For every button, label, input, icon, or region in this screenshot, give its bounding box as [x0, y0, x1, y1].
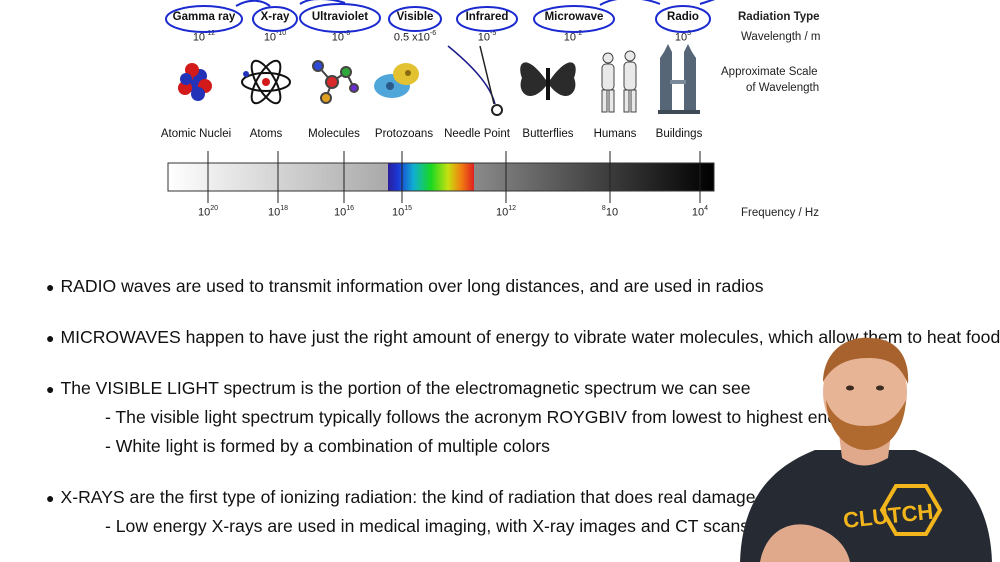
bullet-xray: ● X-RAYS are the first type of ionizing r…	[46, 487, 801, 507]
wavelength-gamma: 10-12	[192, 30, 216, 44]
scale-label-atomic-nuclei: Atomic Nuclei	[160, 128, 232, 140]
molecule-icon	[312, 60, 359, 104]
legend-scale-line2: of Wavelength	[746, 82, 820, 94]
bullet-radio: ● RADIO waves are used to transmit inform…	[46, 276, 764, 296]
wavelength-visible: 0.5 x10-6	[393, 30, 437, 44]
buildings-icon	[658, 44, 700, 114]
wavelength-microwave: 10-2	[563, 30, 583, 44]
wavelength-infrared: 10-5	[477, 30, 497, 44]
bullet-visible-sub1: - The visible light spectrum typically f…	[105, 407, 862, 427]
annotation-stroke-1	[235, 0, 271, 7]
butterfly-icon	[520, 62, 576, 100]
legend-radiation-type: Radiation Type	[738, 11, 820, 23]
spectrum-visible	[388, 163, 474, 191]
frequency-1e18: 1018	[267, 205, 289, 219]
annotation-circle-radio	[655, 5, 711, 33]
presenter: CLUTCH	[740, 337, 992, 562]
bullet-visible-sub2: - White light is formed by a combination…	[105, 436, 550, 456]
spectrum-border	[167, 162, 715, 192]
radiation-type-gamma: Gamma ray	[172, 11, 236, 23]
legend-scale-line1: Approximate Scale	[721, 66, 818, 78]
annotation-circle-xray	[252, 6, 298, 32]
bullet-xray-sub1: - Low energy X-rays are used in medical …	[105, 516, 750, 536]
scale-label-molecules: Molecules	[308, 128, 360, 140]
frequency-1e12: 1012	[495, 205, 517, 219]
radiation-type-ultraviolet: Ultraviolet	[311, 11, 369, 23]
annotation-stroke-2	[299, 0, 346, 5]
spectrum-bar	[167, 151, 715, 203]
bullet-marker: ●	[46, 381, 55, 397]
annotation-circle-gamma	[165, 5, 243, 33]
radiation-type-xray: X-ray	[260, 11, 290, 23]
frequency-1e8: 810	[601, 205, 619, 219]
wavelength-xray: 10-10	[263, 30, 287, 44]
bullet-marker: ●	[46, 490, 55, 506]
radiation-type-microwave: Microwave	[544, 11, 604, 23]
scale-label-buildings: Buildings	[655, 128, 703, 140]
annotation-circle-visible	[388, 6, 442, 32]
scale-icons	[178, 44, 700, 116]
wavelength-ultraviolet: 10-8	[331, 30, 351, 44]
scale-label-protozoans: Protozoans	[374, 128, 434, 140]
annotation-stroke-4	[699, 0, 716, 5]
bullet-marker: ●	[46, 330, 55, 346]
protozoan-icon	[374, 63, 419, 98]
frequency-1e16: 1016	[333, 205, 355, 219]
humans-icon	[601, 50, 637, 113]
legend-wavelength: Wavelength / m	[741, 31, 821, 43]
annotation-circles	[165, 0, 716, 33]
scale-label-humans: Humans	[593, 128, 637, 140]
radiation-type-infrared: Infrared	[465, 11, 509, 23]
presenter-head	[823, 340, 907, 444]
radiation-type-visible: Visible	[396, 11, 434, 23]
scale-label-butterflies: Butterflies	[522, 128, 574, 140]
presenter-left-eye	[846, 385, 854, 391]
atom-icon	[241, 59, 291, 105]
bullet-microwave: ● MICROWAVES happen to have just the righ…	[46, 327, 1000, 347]
annotation-circle-microwave	[533, 5, 615, 33]
clutch-logo-hexagon-icon	[879, 484, 943, 536]
scale-label-needle-point: Needle Point	[444, 128, 510, 140]
frequency-1e4: 104	[691, 205, 709, 219]
wavelength-radio: 103	[674, 30, 692, 44]
frequency-1e20: 1020	[197, 205, 219, 219]
frequency-1e15: 1015	[391, 205, 413, 219]
legend-frequency: Frequency / Hz	[741, 207, 819, 219]
presenter-beard	[826, 400, 906, 450]
needle-icon	[447, 45, 503, 116]
atomic-nucleus-icon	[178, 63, 212, 101]
annotation-circle-infrared	[456, 6, 518, 32]
bullet-visible: ● The VISIBLE LIGHT spectrum is the porti…	[46, 378, 751, 398]
radiation-type-radio: Radio	[667, 11, 699, 23]
presenter-hair	[823, 337, 909, 384]
bullet-marker: ●	[46, 279, 55, 295]
annotation-circle-ultraviolet	[299, 3, 381, 33]
spectrum-nonvisible-low	[474, 163, 714, 191]
scale-label-atoms: Atoms	[249, 128, 283, 140]
presenter-hand	[760, 524, 850, 562]
annotation-stroke-3	[599, 0, 661, 6]
presenter-right-eye	[876, 385, 884, 391]
